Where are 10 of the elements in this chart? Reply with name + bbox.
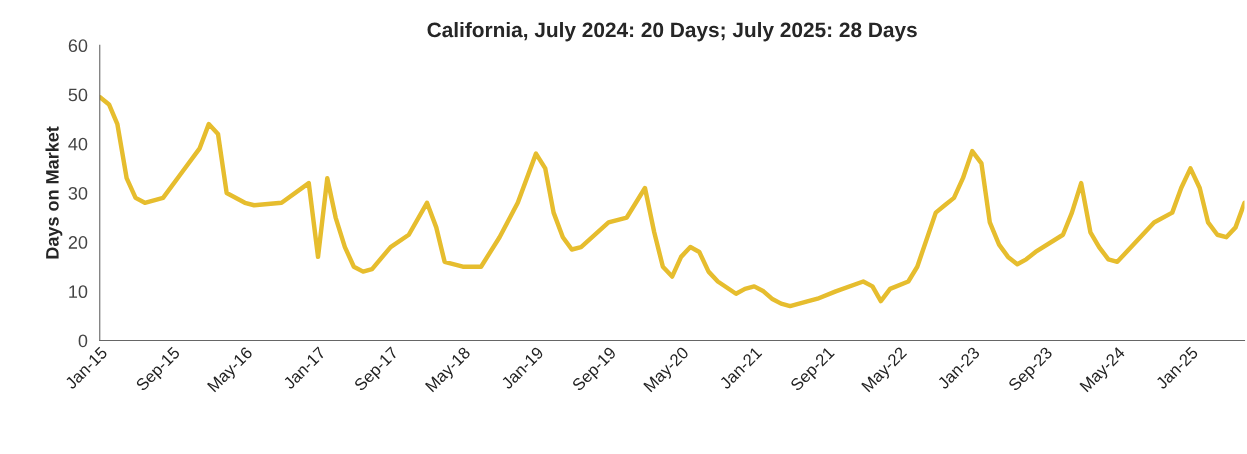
chart-title: California, July 2024: 20 Days; July 2025: 28 Days <box>427 21 917 42</box>
y-tick-label: 40 <box>68 137 88 151</box>
y-tick-label: 60 <box>68 39 88 53</box>
line-series <box>99 94 1245 309</box>
y-tick-label: 30 <box>68 186 88 200</box>
y-tick-label: 10 <box>69 285 88 299</box>
y-axis-title: Days on Market <box>45 126 63 259</box>
y-tick-label: 20 <box>68 236 88 249</box>
y-tick-label: 50 <box>68 88 88 102</box>
y-tick-label: 0 <box>78 334 88 348</box>
